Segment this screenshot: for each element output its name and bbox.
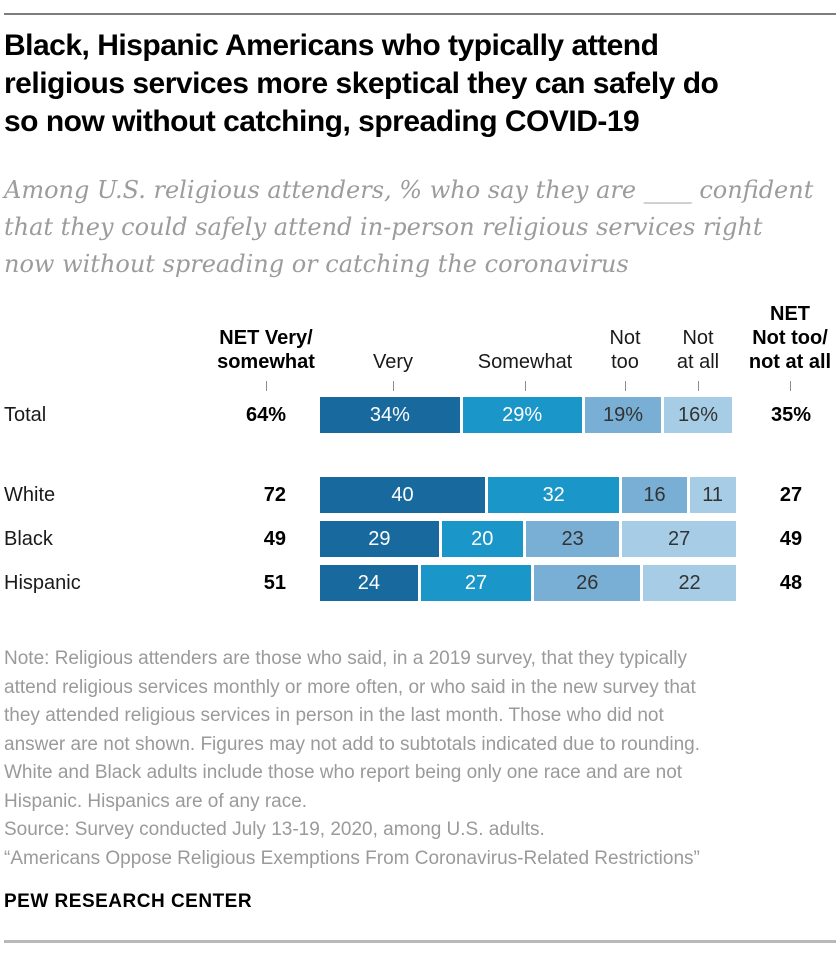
- bar-segment-not_too: 16: [622, 477, 690, 513]
- column-tick-not_too: [625, 381, 626, 391]
- bar-segment-somewhat: 29%: [462, 397, 585, 433]
- stacked-bar: 34% 29% 19% 16%: [320, 397, 732, 433]
- row-label: Hispanic: [4, 572, 81, 594]
- column-tick-somewhat: [525, 381, 526, 391]
- note-text: Note: Religious attenders are those who …: [4, 648, 701, 812]
- column-tick-net_left: [266, 381, 267, 391]
- bar-segment-not_too: 23: [525, 521, 623, 557]
- bar-segment-not_too: 26: [534, 565, 644, 601]
- bar-segment-very: 34%: [320, 397, 463, 433]
- bar-segment-somewhat: 20: [441, 521, 526, 557]
- bar-segment-very: 40: [320, 477, 488, 513]
- net-right-value: 27: [779, 484, 803, 506]
- column-header-not_too: Not too: [609, 327, 641, 373]
- column-header-very: Very: [372, 351, 414, 373]
- net-right-value: 49: [779, 528, 803, 550]
- stacked-bar: 40 32 16 11: [320, 477, 736, 513]
- net-right-value: 48: [779, 572, 803, 594]
- column-header-net_right: NET Not too/ not at all: [748, 303, 832, 373]
- quote-text: “Americans Oppose Religious Exemptions F…: [4, 847, 700, 869]
- stacked-bar: 29 20 23 27: [320, 521, 736, 557]
- bottom-divider: [4, 940, 836, 943]
- column-header-not_at_all: Not at all: [676, 327, 720, 373]
- chart-row-black: Black 49 29 20 23 27 49: [0, 521, 840, 557]
- row-label: Black: [4, 528, 53, 550]
- net-left-value: 49: [263, 528, 286, 550]
- column-header-net_left: NET Very/ somewhat: [217, 327, 315, 373]
- bar-segment-somewhat: 27: [420, 565, 535, 601]
- row-label: White: [4, 484, 56, 506]
- bar-segment-not_at_all: 11: [689, 477, 736, 513]
- chart-row-total: Total 64% 34% 29% 19% 16% 35%: [0, 397, 840, 433]
- net-left-value: 64%: [245, 404, 286, 426]
- bar-segment-not_at_all: 16%: [664, 397, 732, 433]
- chart-subtitle: Among U.S. religious attenders, % who sa…: [4, 176, 814, 278]
- bar-segment-not_at_all: 22: [643, 565, 736, 601]
- chart-row-white: White 72 40 32 16 11 27: [0, 477, 840, 513]
- column-tick-net_right: [790, 381, 791, 391]
- bar-segment-somewhat: 32: [488, 477, 623, 513]
- footer-notes: Note: Religious attenders are those who …: [4, 645, 836, 873]
- net-right-value: 35%: [770, 404, 812, 426]
- chart-title: Black, Hispanic Americans who typically …: [4, 29, 719, 138]
- stacked-bar: 24 27 26 22: [320, 565, 736, 601]
- row-label: Total: [4, 404, 47, 426]
- top-divider: [4, 13, 836, 15]
- source-text: Source: Survey conducted July 13-19, 202…: [4, 819, 545, 840]
- net-left-value: 51: [263, 572, 286, 594]
- bar-segment-not_at_all: 27: [622, 521, 736, 557]
- bar-segment-very: 29: [320, 521, 442, 557]
- bar-segment-not_too: 19%: [584, 397, 665, 433]
- bar-segment-very: 24: [320, 565, 421, 601]
- net-left-value: 72: [263, 484, 286, 506]
- chart-row-hispanic: Hispanic 51 24 27 26 22 48: [0, 565, 840, 601]
- brand-wordmark: PEW RESEARCH CENTER: [4, 891, 253, 912]
- column-header-somewhat: Somewhat: [477, 351, 573, 373]
- column-tick-very: [393, 381, 394, 391]
- column-tick-not_at_all: [698, 381, 699, 391]
